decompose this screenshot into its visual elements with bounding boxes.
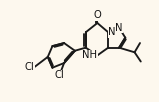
- Text: Cl: Cl: [55, 70, 64, 80]
- Text: NH: NH: [82, 50, 97, 60]
- Text: Cl: Cl: [25, 62, 35, 72]
- Text: N: N: [108, 27, 116, 37]
- Text: N: N: [115, 23, 123, 33]
- Text: O: O: [93, 10, 101, 20]
